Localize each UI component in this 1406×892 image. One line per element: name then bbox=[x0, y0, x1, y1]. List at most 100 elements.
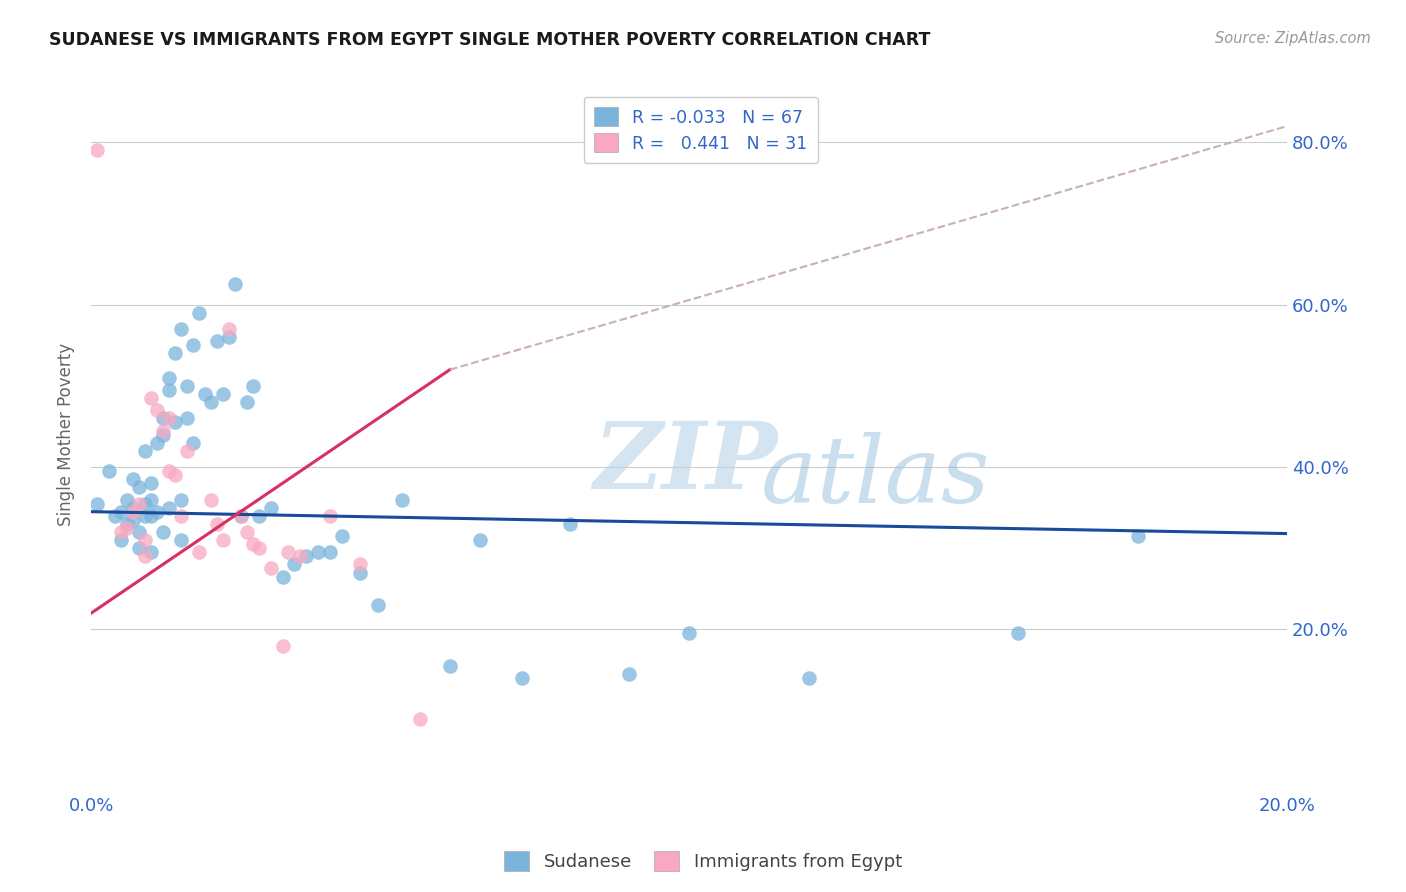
Point bbox=[157, 500, 180, 515]
Point bbox=[146, 403, 169, 417]
Point bbox=[349, 566, 371, 580]
Point bbox=[176, 443, 198, 458]
Point bbox=[134, 508, 156, 523]
Point bbox=[224, 277, 246, 292]
Point bbox=[218, 322, 240, 336]
Point bbox=[134, 533, 156, 547]
Point bbox=[128, 541, 150, 556]
Point bbox=[134, 549, 156, 564]
Point bbox=[139, 492, 162, 507]
Point bbox=[200, 492, 222, 507]
Point bbox=[247, 508, 270, 523]
Point bbox=[176, 411, 198, 425]
Point bbox=[295, 549, 318, 564]
Point bbox=[157, 464, 180, 478]
Point bbox=[139, 545, 162, 559]
Point bbox=[619, 667, 641, 681]
Point bbox=[330, 529, 353, 543]
Point bbox=[104, 508, 127, 523]
Point bbox=[157, 411, 180, 425]
Point bbox=[170, 533, 193, 547]
Point bbox=[307, 545, 329, 559]
Point bbox=[98, 464, 121, 478]
Point bbox=[170, 322, 193, 336]
Point bbox=[211, 533, 233, 547]
Point bbox=[319, 508, 342, 523]
Point bbox=[157, 370, 180, 384]
Point bbox=[163, 468, 186, 483]
Point bbox=[242, 537, 264, 551]
Point bbox=[115, 492, 138, 507]
Point bbox=[319, 545, 342, 559]
Point bbox=[409, 712, 432, 726]
Point bbox=[139, 476, 162, 491]
Point bbox=[1126, 529, 1149, 543]
Y-axis label: Single Mother Poverty: Single Mother Poverty bbox=[58, 343, 75, 526]
Point bbox=[242, 379, 264, 393]
Point bbox=[139, 508, 162, 523]
Text: SUDANESE VS IMMIGRANTS FROM EGYPT SINGLE MOTHER POVERTY CORRELATION CHART: SUDANESE VS IMMIGRANTS FROM EGYPT SINGLE… bbox=[49, 31, 931, 49]
Point bbox=[128, 480, 150, 494]
Point bbox=[152, 424, 174, 438]
Point bbox=[134, 443, 156, 458]
Point bbox=[110, 533, 132, 547]
Point bbox=[200, 395, 222, 409]
Point bbox=[122, 500, 145, 515]
Point bbox=[290, 549, 312, 564]
Point bbox=[122, 505, 145, 519]
Point bbox=[271, 639, 294, 653]
Point bbox=[181, 338, 204, 352]
Point bbox=[349, 558, 371, 572]
Point bbox=[259, 561, 281, 575]
Point bbox=[170, 492, 193, 507]
Point bbox=[678, 626, 700, 640]
Point bbox=[139, 391, 162, 405]
Point bbox=[367, 598, 389, 612]
Point bbox=[128, 497, 150, 511]
Point bbox=[163, 346, 186, 360]
Point bbox=[157, 383, 180, 397]
Point bbox=[468, 533, 491, 547]
Text: atlas: atlas bbox=[761, 433, 990, 523]
Point bbox=[797, 671, 820, 685]
Point bbox=[110, 524, 132, 539]
Legend: R = -0.033   N = 67, R =   0.441   N = 31: R = -0.033 N = 67, R = 0.441 N = 31 bbox=[583, 97, 818, 163]
Point bbox=[235, 524, 257, 539]
Point bbox=[134, 497, 156, 511]
Point bbox=[115, 521, 138, 535]
Point bbox=[176, 379, 198, 393]
Point bbox=[110, 505, 132, 519]
Point bbox=[235, 395, 257, 409]
Point bbox=[277, 545, 299, 559]
Point bbox=[229, 508, 252, 523]
Point bbox=[181, 435, 204, 450]
Point bbox=[122, 472, 145, 486]
Point bbox=[229, 508, 252, 523]
Point bbox=[146, 505, 169, 519]
Point bbox=[115, 516, 138, 531]
Point bbox=[152, 427, 174, 442]
Point bbox=[187, 545, 209, 559]
Point bbox=[259, 500, 281, 515]
Point bbox=[218, 330, 240, 344]
Point bbox=[170, 508, 193, 523]
Point bbox=[152, 524, 174, 539]
Point bbox=[122, 513, 145, 527]
Point bbox=[187, 306, 209, 320]
Point bbox=[271, 569, 294, 583]
Point bbox=[439, 659, 461, 673]
Point bbox=[211, 387, 233, 401]
Point bbox=[152, 411, 174, 425]
Point bbox=[558, 516, 581, 531]
Point bbox=[86, 144, 108, 158]
Legend: Sudanese, Immigrants from Egypt: Sudanese, Immigrants from Egypt bbox=[496, 844, 910, 879]
Text: ZIP: ZIP bbox=[593, 418, 778, 508]
Point bbox=[205, 334, 228, 349]
Point bbox=[1007, 626, 1029, 640]
Point bbox=[163, 416, 186, 430]
Point bbox=[391, 492, 413, 507]
Point bbox=[205, 516, 228, 531]
Point bbox=[247, 541, 270, 556]
Point bbox=[128, 524, 150, 539]
Point bbox=[283, 558, 305, 572]
